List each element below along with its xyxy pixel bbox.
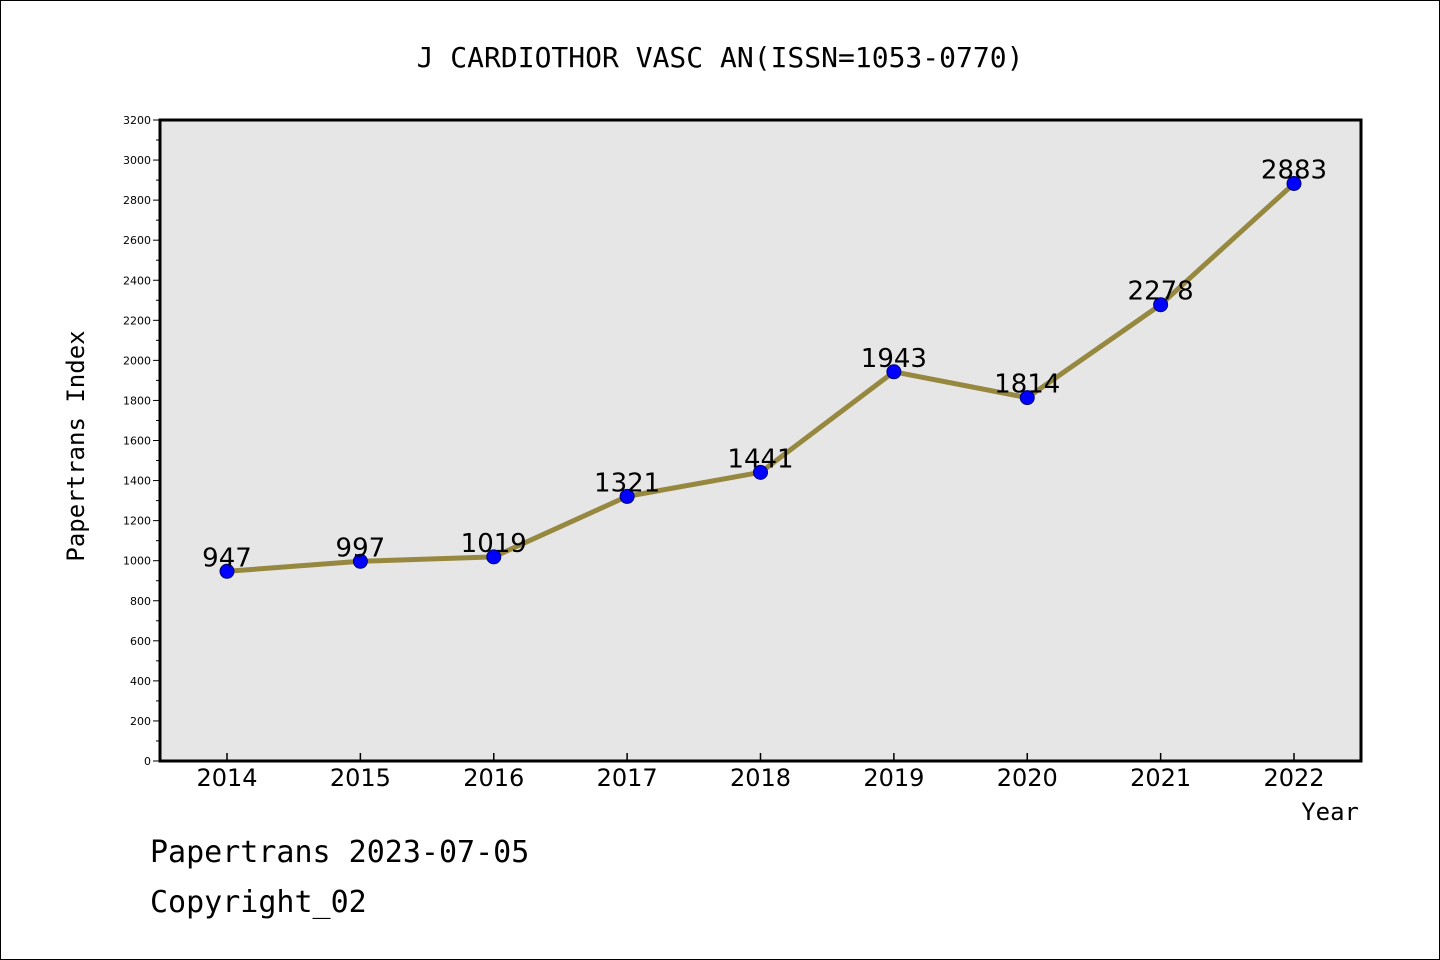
y-tick-label: 2000 xyxy=(123,354,151,367)
data-label: 2278 xyxy=(1128,277,1194,307)
data-points xyxy=(219,175,1302,579)
y-tick-label: 1800 xyxy=(123,394,151,407)
y-tick-label: 0 xyxy=(144,755,151,768)
y-tick-label: 800 xyxy=(130,595,151,608)
y-axis-label: Papertrans Index xyxy=(62,330,90,561)
data-point-marker xyxy=(486,549,502,565)
y-tick-label: 400 xyxy=(130,675,151,688)
y-axis: 0 200 400 600 800 1000 1200 1400 1600 1800 2000 220… xyxy=(123,114,160,768)
x-tick-label: 2020 xyxy=(997,764,1058,792)
y-tick-label: 2800 xyxy=(123,194,151,207)
data-label: 947 xyxy=(202,543,252,573)
data-label: 1321 xyxy=(594,468,660,498)
data-label: 1441 xyxy=(727,444,793,474)
y-tick-label: 1600 xyxy=(123,435,151,448)
x-tick-label: 2022 xyxy=(1263,764,1324,792)
y-tick-label: 3000 xyxy=(123,154,151,167)
data-point-marker xyxy=(1153,297,1169,313)
data-point-marker xyxy=(1019,390,1035,406)
x-tick-label: 2021 xyxy=(1130,764,1191,792)
y-tick-label: 2400 xyxy=(123,274,151,287)
data-label: 2883 xyxy=(1261,155,1327,185)
x-tick-label: 2014 xyxy=(196,764,257,792)
x-tick-label: 2016 xyxy=(463,764,524,792)
data-point-marker xyxy=(1286,175,1302,191)
y-tick-label: 600 xyxy=(130,635,151,648)
data-label: 1019 xyxy=(461,529,527,559)
y-tick-label: 2600 xyxy=(123,234,151,247)
x-tick-label: 2018 xyxy=(730,764,791,792)
y-tick-label: 1200 xyxy=(123,515,151,528)
x-tick-label: 2017 xyxy=(597,764,658,792)
data-point-marker xyxy=(753,464,768,480)
data-point-marker xyxy=(219,563,235,579)
y-tick-label: 1400 xyxy=(123,475,151,488)
data-point-marker xyxy=(619,488,635,504)
data-label: 1943 xyxy=(861,344,927,374)
data-labels: 947 997 1019 1321 1441 1943 1814 2278 2883 xyxy=(202,155,1327,573)
data-point-marker xyxy=(886,364,902,380)
x-axis-label: Year xyxy=(1301,798,1359,826)
data-label: 997 xyxy=(336,533,386,563)
y-tick-label: 3200 xyxy=(123,114,151,127)
data-label: 1814 xyxy=(994,370,1060,400)
y-tick-label: 1000 xyxy=(123,555,151,568)
chart-title: J CARDIOTHOR VASC AN(ISSN=1053-0770) xyxy=(417,41,1024,74)
y-tick-label: 2200 xyxy=(123,314,151,327)
plot-area xyxy=(158,118,1363,763)
y-tick-label: 200 xyxy=(130,715,151,728)
data-point-marker xyxy=(352,553,368,569)
x-axis: 2014 2015 2016 2017 2018 2019 2020 2021 2022 xyxy=(196,753,1325,792)
footer-copyright-text: Copyright_02 xyxy=(150,885,367,920)
x-tick-label: 2015 xyxy=(330,764,391,792)
x-tick-label: 2019 xyxy=(863,764,924,792)
footer-date-text: Papertrans 2023-07-05 xyxy=(150,835,530,870)
